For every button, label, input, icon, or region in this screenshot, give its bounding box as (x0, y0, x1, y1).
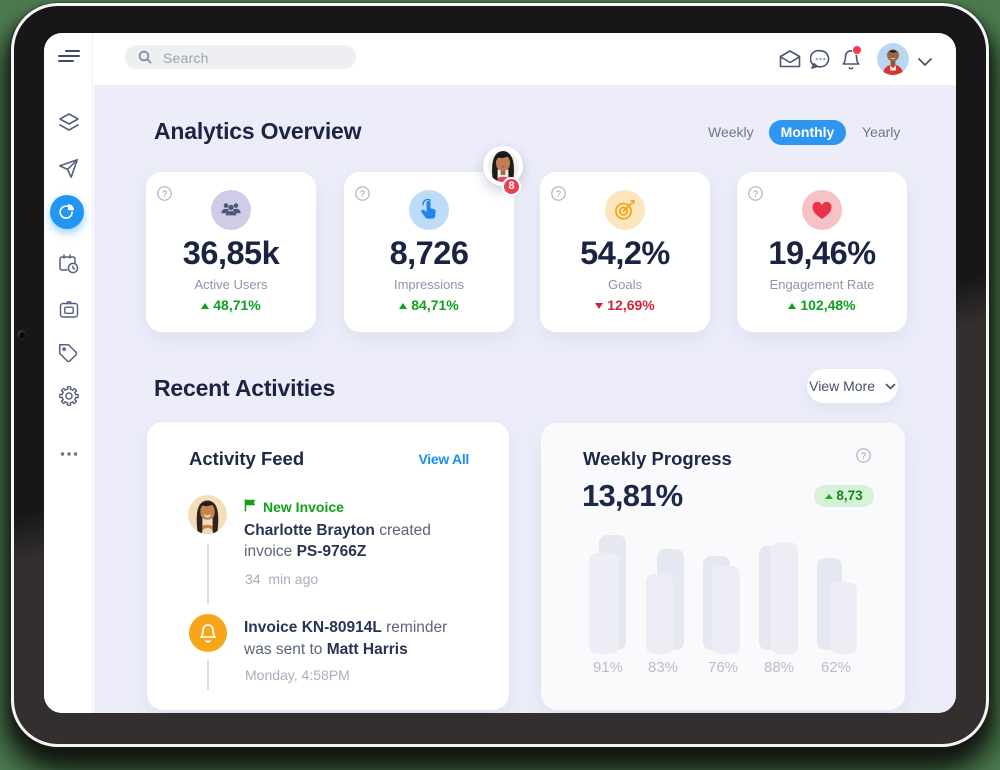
svg-text:?: ? (861, 451, 866, 461)
svg-text:?: ? (556, 189, 561, 199)
svg-text:?: ? (360, 189, 365, 199)
svg-text:?: ? (753, 189, 758, 199)
svg-text:?: ? (162, 189, 167, 199)
